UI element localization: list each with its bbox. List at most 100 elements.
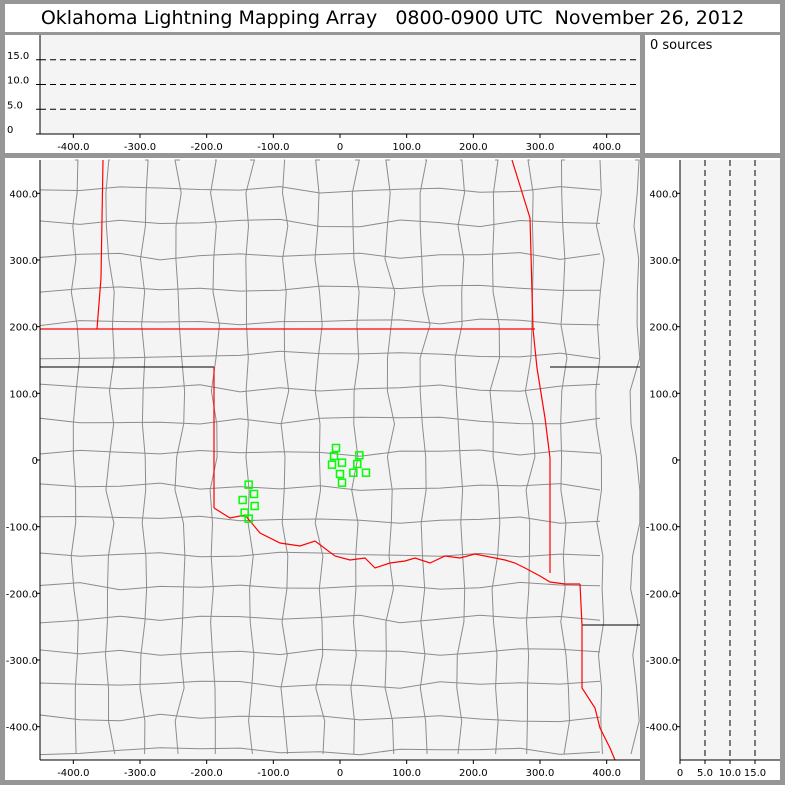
county-boundary xyxy=(39,680,601,689)
y-tick-label: 15.0 xyxy=(7,51,29,62)
county-boundary xyxy=(39,614,601,624)
county-boundary xyxy=(280,159,290,755)
y-tick-label: 0 xyxy=(672,456,678,467)
x-tick-label: -300.0 xyxy=(124,768,156,779)
county-boundary xyxy=(39,581,601,591)
county-boundary xyxy=(454,159,466,755)
lma-station-marker xyxy=(335,469,345,479)
x-tick-label: -100.0 xyxy=(257,768,289,779)
x-tick-label: 300.0 xyxy=(526,142,555,153)
county-boundary xyxy=(39,449,601,457)
y-tick-label: 100.0 xyxy=(9,389,38,400)
county-boundary xyxy=(39,318,601,327)
lma-station-marker xyxy=(327,460,337,469)
county-boundary xyxy=(39,713,601,723)
x-tick-label: 400.0 xyxy=(592,142,621,153)
county-boundary xyxy=(39,218,601,228)
red-river-border xyxy=(213,507,580,585)
county-lines xyxy=(39,159,641,756)
county-boundary xyxy=(70,159,81,755)
county-boundary xyxy=(419,159,431,755)
y-tick-label: -400.0 xyxy=(6,723,38,734)
y-tick-label: -400.0 xyxy=(646,723,678,734)
county-boundary xyxy=(384,159,396,755)
lma-station-marker xyxy=(353,459,362,469)
county-boundary xyxy=(104,159,116,755)
county-boundary xyxy=(560,159,571,755)
y-tick-label: -100.0 xyxy=(646,523,678,534)
x-tick-label: -100.0 xyxy=(257,142,289,153)
y-tick-label: 200.0 xyxy=(649,323,678,334)
lma-station-marker xyxy=(331,443,341,453)
altitude-vs-y-panel: 0 5.0 10.0 15.0 -400.0 -300.0 -200.0 -100.0 0 100… xyxy=(645,158,780,780)
x-tick-label: 100.0 xyxy=(392,768,421,779)
state-border-east-oklahoma xyxy=(511,159,551,573)
y-tick-label: -300.0 xyxy=(646,656,678,667)
y-tick-label: -200.0 xyxy=(646,589,678,600)
county-boundary xyxy=(39,551,601,558)
y-tick-label: -300.0 xyxy=(6,656,38,667)
y-tick-label: 300.0 xyxy=(9,256,38,267)
lma-station-marker xyxy=(355,451,364,460)
state-border-colorado-kansas xyxy=(96,159,104,330)
x-tick-label: 200.0 xyxy=(459,142,488,153)
y-tick-label: 300.0 xyxy=(649,256,678,267)
y-tick-label: -200.0 xyxy=(6,589,38,600)
county-boundary xyxy=(174,159,186,755)
x-tick-label: 5.0 xyxy=(697,768,713,779)
lma-station-marker xyxy=(244,480,253,489)
county-boundary xyxy=(209,159,221,754)
lma-station-marker xyxy=(337,458,347,467)
x-tick-label: 300.0 xyxy=(526,768,555,779)
county-boundary xyxy=(39,416,601,425)
plan-view-map: -400.0 -300.0 -200.0 -100.0 0 100.0 200.0 300.0… xyxy=(6,159,641,779)
lma-station-marker xyxy=(361,468,371,477)
map-panel: -400.0 -300.0 -200.0 -100.0 0 100.0 200.0 300.0… xyxy=(5,158,641,780)
county-boundary xyxy=(39,482,601,491)
y-tick-label: 5.0 xyxy=(7,100,23,111)
y-tick-label: 100.0 xyxy=(649,389,678,400)
county-boundary xyxy=(39,648,601,656)
lma-station-marker xyxy=(329,451,339,461)
county-boundary xyxy=(39,350,601,360)
y-tick-label: 0 xyxy=(7,125,13,136)
x-tick-label: 100.0 xyxy=(392,142,421,153)
county-boundary xyxy=(39,383,601,393)
y-tick-label: 0 xyxy=(32,456,38,467)
lma-station-marker xyxy=(349,468,358,477)
county-boundary xyxy=(350,159,360,755)
x-tick-label: 10.0 xyxy=(719,768,741,779)
lma-station-marker xyxy=(250,501,259,511)
county-boundary xyxy=(314,159,326,755)
state-border-texas-arkansas xyxy=(579,583,616,761)
plot-title: Oklahoma Lightning Mapping Array 0800-09… xyxy=(5,4,780,32)
altitude-panel: -400.0 -300.0 -200.0 -100.0 0 100.0 200.0 300.0… xyxy=(5,35,640,153)
sources-count: 0 sources xyxy=(650,38,713,53)
x-tick-label: 0 xyxy=(677,768,683,779)
county-boundary xyxy=(139,159,149,755)
x-tick-label: -300.0 xyxy=(124,142,156,153)
x-tick-label: 0 xyxy=(337,142,343,153)
x-tick-label: 0 xyxy=(337,768,343,779)
x-tick-label: -200.0 xyxy=(191,142,223,153)
lma-station-marker xyxy=(337,478,347,487)
y-tick-label: 400.0 xyxy=(9,189,38,200)
lma-station-marker xyxy=(238,495,247,505)
plot-area xyxy=(40,160,640,760)
altitude-vs-x-plot: -400.0 -300.0 -200.0 -100.0 0 100.0 200.0 300.0… xyxy=(7,35,640,153)
y-tick-label: 10.0 xyxy=(7,76,29,87)
altitude-vs-y-plot: 0 5.0 10.0 15.0 -400.0 -300.0 -200.0 -100.0 0 100… xyxy=(646,160,780,779)
y-tick-label: 200.0 xyxy=(9,323,38,334)
county-boundary xyxy=(245,159,256,755)
x-tick-label: 400.0 xyxy=(592,768,621,779)
county-boundary xyxy=(524,159,536,755)
lma-station-marker xyxy=(244,514,253,523)
x-tick-label: -400.0 xyxy=(57,768,89,779)
county-boundary xyxy=(595,159,605,755)
x-tick-label: -200.0 xyxy=(191,768,223,779)
lma-station-marker xyxy=(249,489,259,499)
sources-panel: 0 sources xyxy=(645,35,780,153)
county-boundary xyxy=(489,159,501,755)
x-tick-label: -400.0 xyxy=(57,142,89,153)
x-tick-label: 200.0 xyxy=(459,768,488,779)
